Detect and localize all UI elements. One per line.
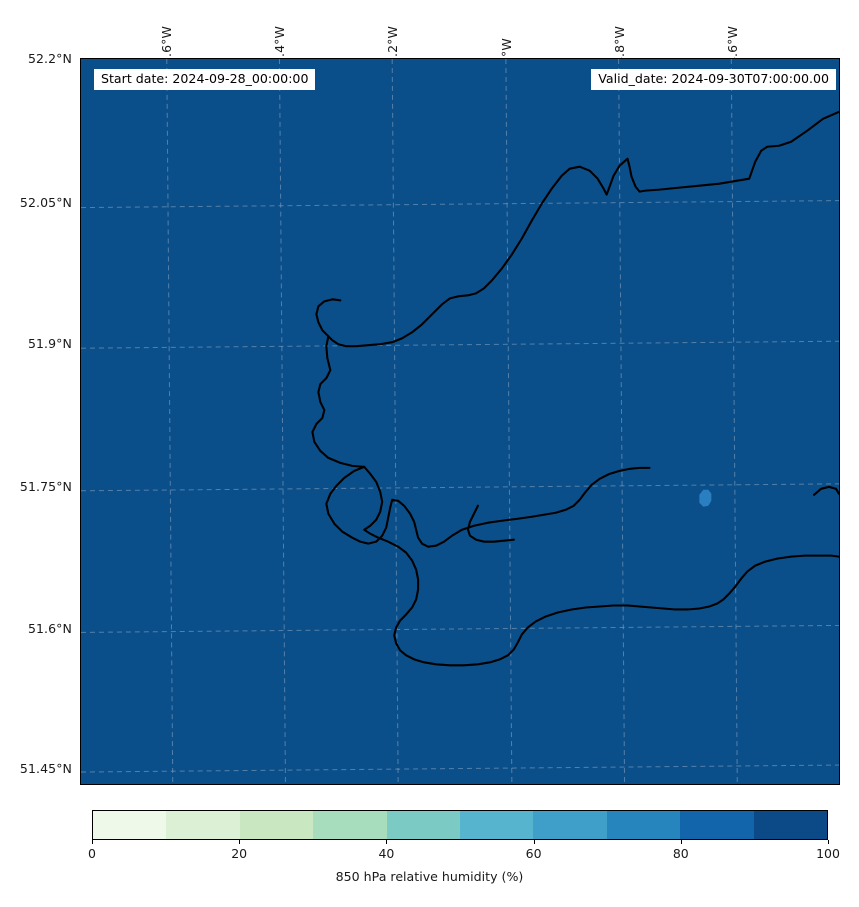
colorbar-title: 850 hPa relative humidity (%) — [335, 869, 524, 884]
map-plot-area[interactable]: Start date: 2024-09-28_00:00:00 Valid_da… — [80, 58, 840, 785]
colorbar-band-3 — [313, 811, 387, 839]
humidity-field-raster — [81, 59, 839, 784]
colorbar-band-2 — [239, 811, 314, 839]
colorbar-tick-3 — [533, 840, 535, 844]
gridlines-parallels — [81, 200, 839, 773]
colorbar-tick-5 — [828, 840, 829, 844]
island-marker — [699, 489, 712, 507]
colorbar-band-0 — [93, 811, 167, 839]
ytick-label-2: 51.9°N — [27, 336, 72, 351]
ytick-label-3: 51.75°N — [19, 479, 72, 494]
colorbar-band-1 — [166, 811, 240, 839]
colorbar[interactable] — [92, 810, 828, 840]
colorbar-container: 0 20 40 60 80 100 — [88, 810, 840, 861]
ytick-label-1: 52.05°N — [19, 195, 72, 210]
gridlines-meridians — [166, 59, 738, 784]
colorbar-tick-0 — [92, 840, 93, 844]
colorbar-band-6 — [533, 811, 607, 839]
colorbar-tick-label-5: 100 — [816, 846, 840, 861]
colorbar-tick-label-4: 80 — [672, 846, 689, 861]
ytick-label-5: 51.45°N — [19, 761, 72, 776]
colorbar-tick-label-3: 60 — [525, 846, 542, 861]
colorbar-tick-label-2: 40 — [378, 846, 395, 861]
colorbar-band-7 — [606, 811, 681, 839]
start-date-annotation: Start date: 2024-09-28_00:00:00 — [94, 69, 316, 90]
ytick-label-4: 51.6°N — [27, 621, 72, 636]
map-graphics — [81, 59, 839, 784]
valid-date-annotation: Valid_date: 2024-09-30T07:00:00.00 — [591, 69, 836, 90]
coastline — [311, 110, 839, 667]
colorbar-band-5 — [460, 811, 534, 839]
colorbar-tick-label-0: 0 — [88, 846, 96, 861]
colorbar-band-4 — [386, 811, 461, 839]
colorbar-tick-1 — [239, 840, 241, 844]
ytick-label-0: 52.2°N — [27, 51, 72, 66]
colorbar-tick-label-1: 20 — [231, 846, 248, 861]
colorbar-band-9 — [753, 811, 828, 839]
colorbar-tick-4 — [680, 840, 682, 844]
colorbar-tick-2 — [386, 840, 388, 844]
colorbar-band-8 — [680, 811, 754, 839]
